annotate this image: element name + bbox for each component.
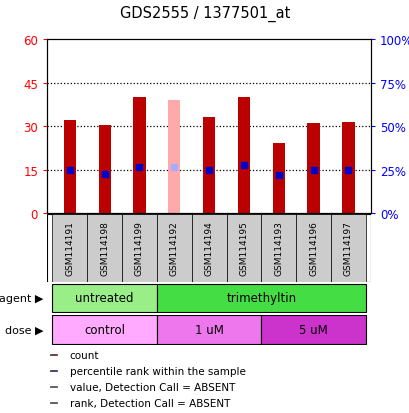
Text: GSM114196: GSM114196 xyxy=(308,221,317,276)
Text: GSM114198: GSM114198 xyxy=(100,221,109,276)
Text: 1 uM: 1 uM xyxy=(194,323,223,337)
Text: dose ▶: dose ▶ xyxy=(4,325,43,335)
Bar xyxy=(133,98,145,214)
Bar xyxy=(98,125,110,214)
Bar xyxy=(50,402,57,404)
Text: GSM114192: GSM114192 xyxy=(169,221,178,276)
Text: rank, Detection Call = ABSENT: rank, Detection Call = ABSENT xyxy=(70,398,229,408)
Bar xyxy=(50,386,57,387)
Bar xyxy=(157,284,365,313)
Bar xyxy=(122,214,157,282)
Bar xyxy=(87,214,122,282)
Text: count: count xyxy=(70,350,99,360)
Text: GDS2555 / 1377501_at: GDS2555 / 1377501_at xyxy=(119,5,290,21)
Text: GSM114197: GSM114197 xyxy=(343,221,352,276)
Bar xyxy=(157,316,261,344)
Bar xyxy=(52,284,157,313)
Bar xyxy=(202,118,215,214)
Text: value, Detection Call = ABSENT: value, Detection Call = ABSENT xyxy=(70,382,235,392)
Text: untreated: untreated xyxy=(75,292,134,305)
Bar xyxy=(342,122,354,214)
Bar xyxy=(272,144,284,214)
Bar xyxy=(307,124,319,214)
Text: GSM114195: GSM114195 xyxy=(239,221,248,276)
Bar xyxy=(191,214,226,282)
Text: GSM114199: GSM114199 xyxy=(135,221,144,276)
Bar xyxy=(52,214,87,282)
Bar xyxy=(261,316,365,344)
Text: percentile rank within the sample: percentile rank within the sample xyxy=(70,366,245,376)
Bar xyxy=(295,214,330,282)
Text: GSM114194: GSM114194 xyxy=(204,221,213,276)
Text: trimethyltin: trimethyltin xyxy=(226,292,296,305)
Text: agent ▶: agent ▶ xyxy=(0,293,43,303)
Text: control: control xyxy=(84,323,125,337)
Bar xyxy=(237,98,249,214)
Bar xyxy=(157,214,191,282)
Bar xyxy=(63,121,76,214)
Bar xyxy=(261,214,295,282)
Bar xyxy=(50,370,57,372)
Bar xyxy=(50,354,57,356)
Bar xyxy=(330,214,365,282)
Bar xyxy=(226,214,261,282)
Bar xyxy=(168,101,180,214)
Text: 5 uM: 5 uM xyxy=(299,323,327,337)
Text: GSM114191: GSM114191 xyxy=(65,221,74,276)
Bar xyxy=(52,316,157,344)
Text: GSM114193: GSM114193 xyxy=(274,221,283,276)
